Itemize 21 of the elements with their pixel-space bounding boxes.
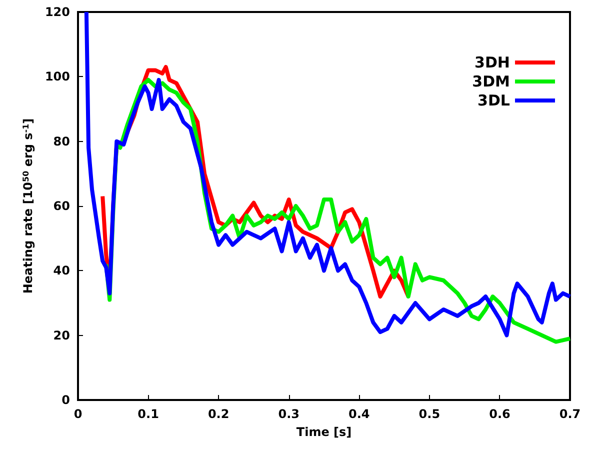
y-tick-label: 20 (53, 328, 70, 342)
x-tick-label: 0.7 (559, 407, 581, 421)
legend-label: 3DL (478, 92, 510, 110)
x-tick-label: 0.2 (208, 407, 230, 421)
x-tick-label: 0.5 (418, 407, 440, 421)
y-tick-label: 120 (44, 5, 70, 19)
line-series (84, 10, 572, 338)
x-tick-label: 0 (74, 407, 82, 421)
x-tick-label: 0.1 (138, 407, 159, 421)
x-tick-label: 0.4 (348, 407, 370, 421)
y-tick-label: 60 (53, 199, 70, 213)
x-axis-title: Time [s] (296, 425, 352, 439)
x-tick-label: 0.6 (489, 407, 510, 421)
y-tick-label: 80 (53, 134, 70, 148)
legend-label: 3DH (474, 54, 510, 72)
x-tick-label: 0.3 (278, 407, 300, 421)
y-tick-label: 40 (53, 264, 70, 278)
y-tick-label: 0 (62, 393, 70, 407)
y-tick-label: 100 (44, 70, 70, 84)
y-axis-title: Heating rate [1050 erg s-1] (21, 118, 36, 294)
legend-label: 3DM (472, 72, 510, 90)
